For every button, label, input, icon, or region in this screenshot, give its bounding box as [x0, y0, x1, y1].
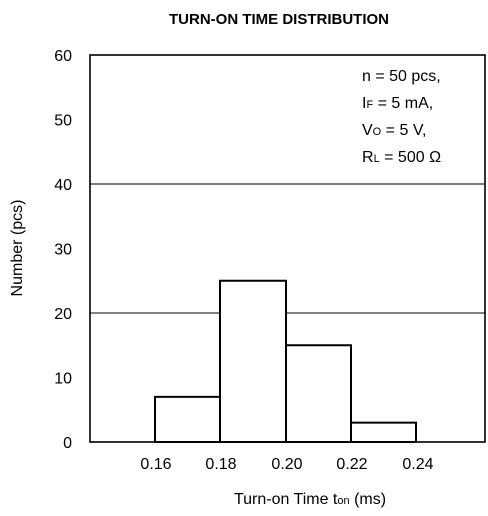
- y-tick-label: 40: [54, 177, 72, 194]
- x-tick-label: 0.18: [205, 456, 236, 473]
- annotation-line-2-main: I: [362, 95, 366, 112]
- annotation-line-3-sub: O: [373, 126, 382, 138]
- y-tick-label: 30: [54, 242, 72, 259]
- y-tick-label: 0: [63, 435, 72, 452]
- annotation-line-4-rest: = 500 Ω: [380, 149, 441, 166]
- gridlines: [90, 183, 485, 314]
- y-axis-ticks: 0 10 20 30 40 50 60: [54, 48, 72, 452]
- annotation-line-4: RL = 500 Ω: [362, 149, 441, 166]
- histogram-bar: [285, 344, 352, 443]
- x-tick-label: 0.24: [402, 456, 433, 473]
- chart-title: TURN-ON TIME DISTRIBUTION: [169, 11, 389, 28]
- x-axis-label-main: Turn-on Time t: [234, 491, 338, 508]
- x-axis-label-unit: (ms): [350, 491, 386, 508]
- histogram-bar: [154, 395, 221, 444]
- y-axis-label: Number (pcs): [9, 200, 26, 297]
- x-axis-label: Turn-on Time ton (ms): [234, 491, 386, 508]
- histogram-bar: [350, 421, 417, 443]
- y-tick-label: 60: [54, 48, 72, 65]
- annotation-line-4-sub: L: [374, 153, 380, 165]
- plot-frame: [89, 54, 486, 443]
- x-axis-label-subscript: on: [337, 495, 349, 507]
- annotation-line-2-sub: F: [366, 99, 373, 111]
- annotation-line-1: n = 50 pcs,: [362, 68, 441, 85]
- annotation-line-2-rest: = 5 mA,: [373, 95, 433, 112]
- x-tick-label: 0.22: [336, 456, 367, 473]
- annotation-line-3-rest: = 5 V,: [381, 122, 426, 139]
- y-tick-label: 10: [54, 371, 72, 388]
- x-axis-ticks: 0.16 0.18 0.20 0.22 0.24: [140, 456, 433, 473]
- y-tick-label: 50: [54, 113, 72, 130]
- bars: [154, 279, 417, 444]
- histogram-bar: [219, 279, 287, 443]
- y-tick-label: 20: [54, 306, 72, 323]
- annotation-line-4-main: R: [362, 149, 374, 166]
- annotation-line-3: VO = 5 V,: [362, 122, 426, 139]
- x-tick-label: 0.20: [271, 456, 302, 473]
- annotation-line-3-main: V: [362, 122, 373, 139]
- annotation-line-2: IF = 5 mA,: [362, 95, 433, 112]
- x-tick-label: 0.16: [140, 456, 171, 473]
- annotation-block: n = 50 pcs, IF = 5 mA, VO = 5 V, RL = 50…: [362, 68, 441, 166]
